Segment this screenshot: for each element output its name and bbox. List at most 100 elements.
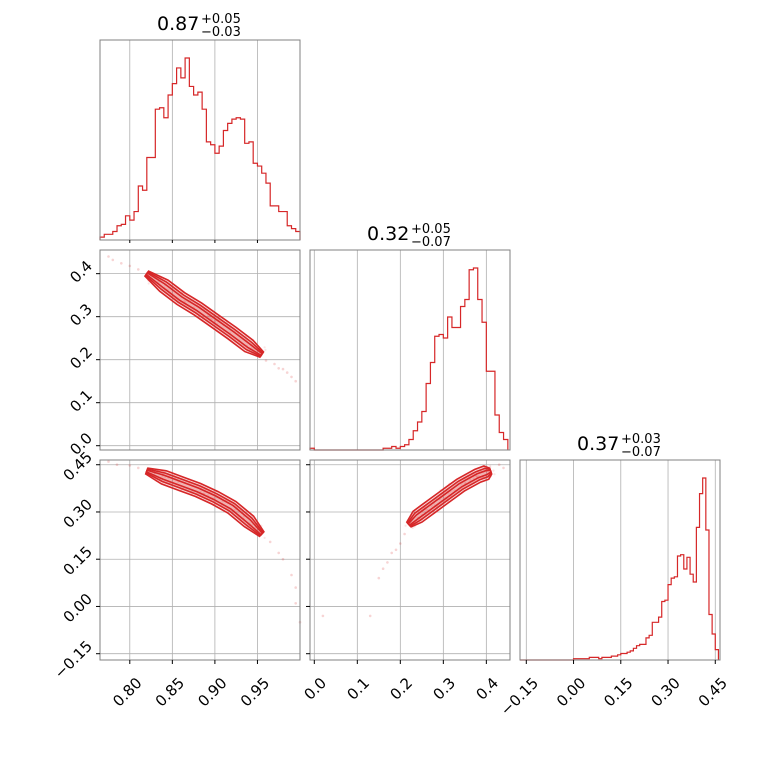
y-tick-label: 0.30 bbox=[60, 495, 96, 531]
outlier-point bbox=[268, 540, 272, 544]
contour-mid bbox=[145, 468, 265, 537]
x-tick-label: 0.4 bbox=[472, 674, 502, 704]
outlier-point bbox=[502, 466, 505, 470]
title-param-1: 0.32 bbox=[367, 223, 409, 245]
sample-point bbox=[464, 481, 467, 484]
contour-mid bbox=[144, 270, 264, 358]
panel-frame bbox=[99, 249, 301, 451]
scatter-panel-0-2 bbox=[99, 459, 302, 661]
x-tick-label: 0.45 bbox=[695, 674, 731, 710]
title-minus-1: −0.07 bbox=[411, 235, 451, 250]
outlier-point bbox=[264, 359, 268, 362]
outlier-point bbox=[128, 264, 132, 268]
title-param-0: 0.87 bbox=[157, 13, 199, 35]
sample-point bbox=[475, 475, 478, 478]
x-tick-label: 0.0 bbox=[300, 674, 330, 704]
x-tick-label: 0.80 bbox=[109, 674, 145, 710]
panel-frame bbox=[519, 459, 721, 661]
outlier-point bbox=[377, 576, 381, 580]
outlier-point bbox=[137, 268, 140, 271]
outlier-point bbox=[285, 371, 289, 374]
outlier-point bbox=[281, 557, 285, 561]
y-tick-label: 0.2 bbox=[66, 343, 96, 373]
outlier-point bbox=[497, 463, 501, 467]
x-tick-label: 0.3 bbox=[429, 674, 459, 704]
outlier-point bbox=[394, 548, 398, 552]
histogram-step-0 bbox=[99, 57, 301, 240]
x-tick-label: 0.1 bbox=[343, 674, 373, 704]
outlier-point bbox=[294, 602, 298, 605]
sample-point bbox=[263, 536, 266, 540]
panel-frame bbox=[99, 459, 301, 661]
outlier-point bbox=[273, 362, 276, 366]
outlier-point bbox=[321, 614, 325, 618]
contour-inner bbox=[407, 469, 492, 527]
panel-frame bbox=[309, 459, 511, 661]
sample-point bbox=[475, 475, 479, 478]
outlier-point bbox=[277, 367, 281, 370]
sample-point bbox=[489, 464, 492, 468]
scatter-panel-0-1 bbox=[99, 249, 301, 451]
histogram-panel-1 bbox=[309, 249, 511, 451]
sample-point bbox=[460, 483, 463, 486]
contour-inner bbox=[145, 469, 264, 536]
x-tick-label: 0.95 bbox=[237, 674, 273, 710]
sample-point bbox=[211, 318, 214, 321]
title-minus-2: −0.07 bbox=[621, 445, 661, 460]
x-tick-label: 0.90 bbox=[194, 674, 230, 710]
sample-point bbox=[183, 299, 186, 302]
x-tick-label: −0.15 bbox=[497, 674, 542, 719]
title-param-2: 0.37 bbox=[577, 433, 619, 455]
outlier-point bbox=[281, 367, 285, 371]
outlier-point bbox=[290, 573, 293, 577]
outlier-point bbox=[294, 586, 298, 589]
y-tick-label: 0.00 bbox=[60, 590, 96, 626]
contour-outer bbox=[143, 270, 265, 359]
outlier-point bbox=[120, 262, 123, 265]
sample-point bbox=[207, 494, 210, 497]
x-tick-label: 0.2 bbox=[386, 674, 416, 704]
histogram-panel-2 bbox=[519, 459, 721, 661]
sample-point bbox=[493, 473, 496, 476]
outlier-point bbox=[107, 255, 110, 258]
sample-point bbox=[411, 526, 414, 530]
x-tick-label: 0.15 bbox=[600, 674, 636, 710]
outlier-point bbox=[381, 567, 385, 570]
outlier-point bbox=[128, 464, 132, 467]
outlier-point bbox=[399, 542, 402, 545]
histogram-step-2 bbox=[520, 477, 720, 661]
contour-inner bbox=[145, 271, 264, 357]
histogram-step-1 bbox=[309, 267, 509, 451]
sample-point bbox=[184, 300, 187, 303]
outlier-point bbox=[111, 258, 115, 262]
y-tick-label: 0.45 bbox=[60, 448, 96, 484]
outlier-point bbox=[115, 463, 119, 467]
sample-point bbox=[425, 508, 428, 511]
histogram-panel-0 bbox=[99, 39, 301, 241]
x-tick-label: 0.30 bbox=[647, 674, 683, 710]
sample-point bbox=[147, 282, 150, 285]
y-tick-label: −0.15 bbox=[51, 637, 96, 682]
sample-point bbox=[404, 524, 407, 527]
outlier-point bbox=[294, 379, 298, 383]
x-tick-label: 0.85 bbox=[152, 674, 188, 710]
x-tick-label: 0.00 bbox=[553, 674, 589, 710]
title-plus-2: +0.03 bbox=[621, 432, 661, 447]
panel-frame bbox=[99, 39, 301, 241]
outlier-point bbox=[403, 532, 406, 536]
sample-point bbox=[263, 346, 266, 349]
scatter-panel-1-2 bbox=[309, 459, 511, 661]
title-plus-0: +0.05 bbox=[201, 12, 241, 27]
outlier-point bbox=[386, 561, 389, 564]
sample-point bbox=[492, 469, 495, 472]
y-tick-label: 0.1 bbox=[66, 386, 96, 416]
sample-point bbox=[447, 492, 450, 495]
panel-frame bbox=[309, 249, 511, 451]
contour-outer bbox=[144, 467, 265, 538]
outlier-point bbox=[390, 551, 394, 555]
title-minus-0: −0.03 bbox=[201, 25, 241, 40]
y-tick-label: 0.15 bbox=[60, 543, 96, 579]
title-plus-1: +0.05 bbox=[411, 222, 451, 237]
outlier-point bbox=[277, 551, 281, 555]
